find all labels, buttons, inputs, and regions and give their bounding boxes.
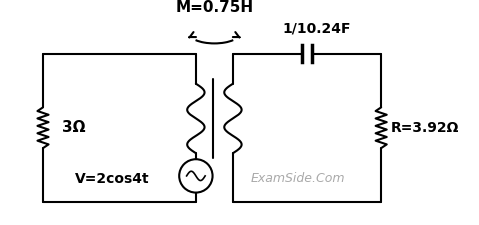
Text: ExamSide.Com: ExamSide.Com: [251, 172, 345, 185]
Text: 3Ω: 3Ω: [61, 120, 85, 135]
Text: R=3.92Ω: R=3.92Ω: [390, 121, 459, 135]
Text: V=2cos4t: V=2cos4t: [75, 172, 150, 186]
Text: M=0.75H: M=0.75H: [175, 0, 253, 15]
Text: 1/10.24F: 1/10.24F: [282, 21, 351, 35]
